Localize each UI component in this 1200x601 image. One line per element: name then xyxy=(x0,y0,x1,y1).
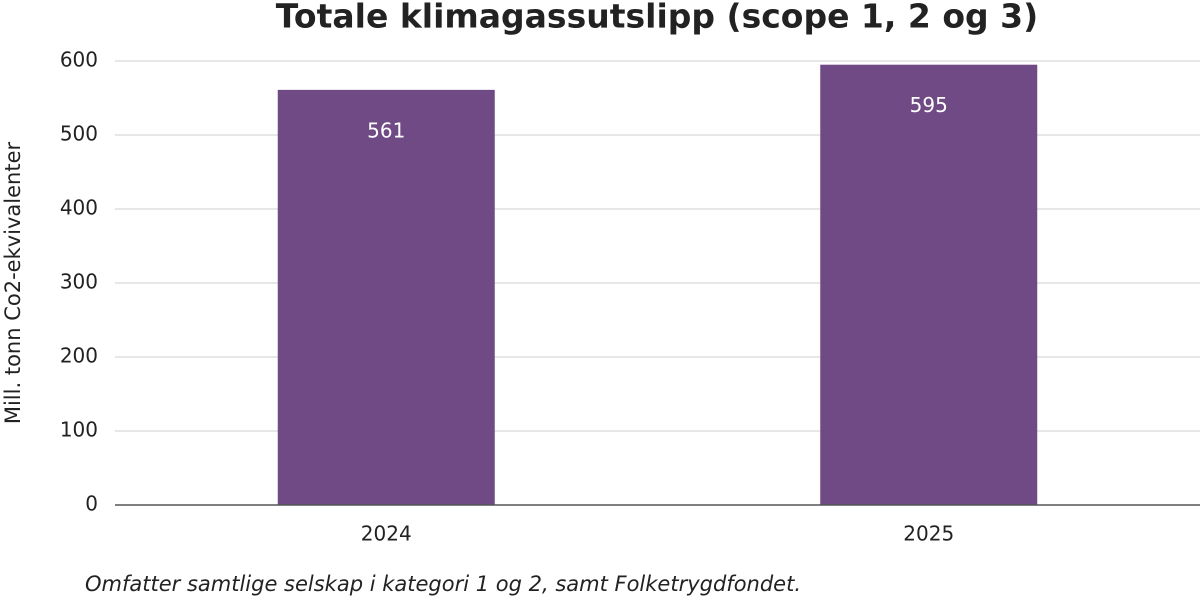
x-tick-label: 2025 xyxy=(903,522,954,546)
y-axis-label: Mill. tonn Co2-ekvivalenter xyxy=(1,141,25,424)
bar xyxy=(277,89,495,506)
y-tick-label: 400 xyxy=(60,196,98,220)
x-tick-label: 2024 xyxy=(361,522,412,546)
y-tick-label: 200 xyxy=(60,344,98,368)
value-label: 561 xyxy=(367,118,405,142)
note: Omfatter samtlige selskap i kategori 1 o… xyxy=(85,572,801,596)
y-tick-label: 500 xyxy=(60,122,98,146)
value-label: 595 xyxy=(910,93,948,117)
bar xyxy=(820,64,1038,505)
y-tick-label: 300 xyxy=(60,270,98,294)
y-tick-label: 100 xyxy=(60,418,98,442)
y-tick-label: 0 xyxy=(85,492,98,516)
y-tick-label: 600 xyxy=(60,48,98,72)
chart-title: Totale klimagassutslipp (scope 1, 2 og 3… xyxy=(276,0,1038,36)
